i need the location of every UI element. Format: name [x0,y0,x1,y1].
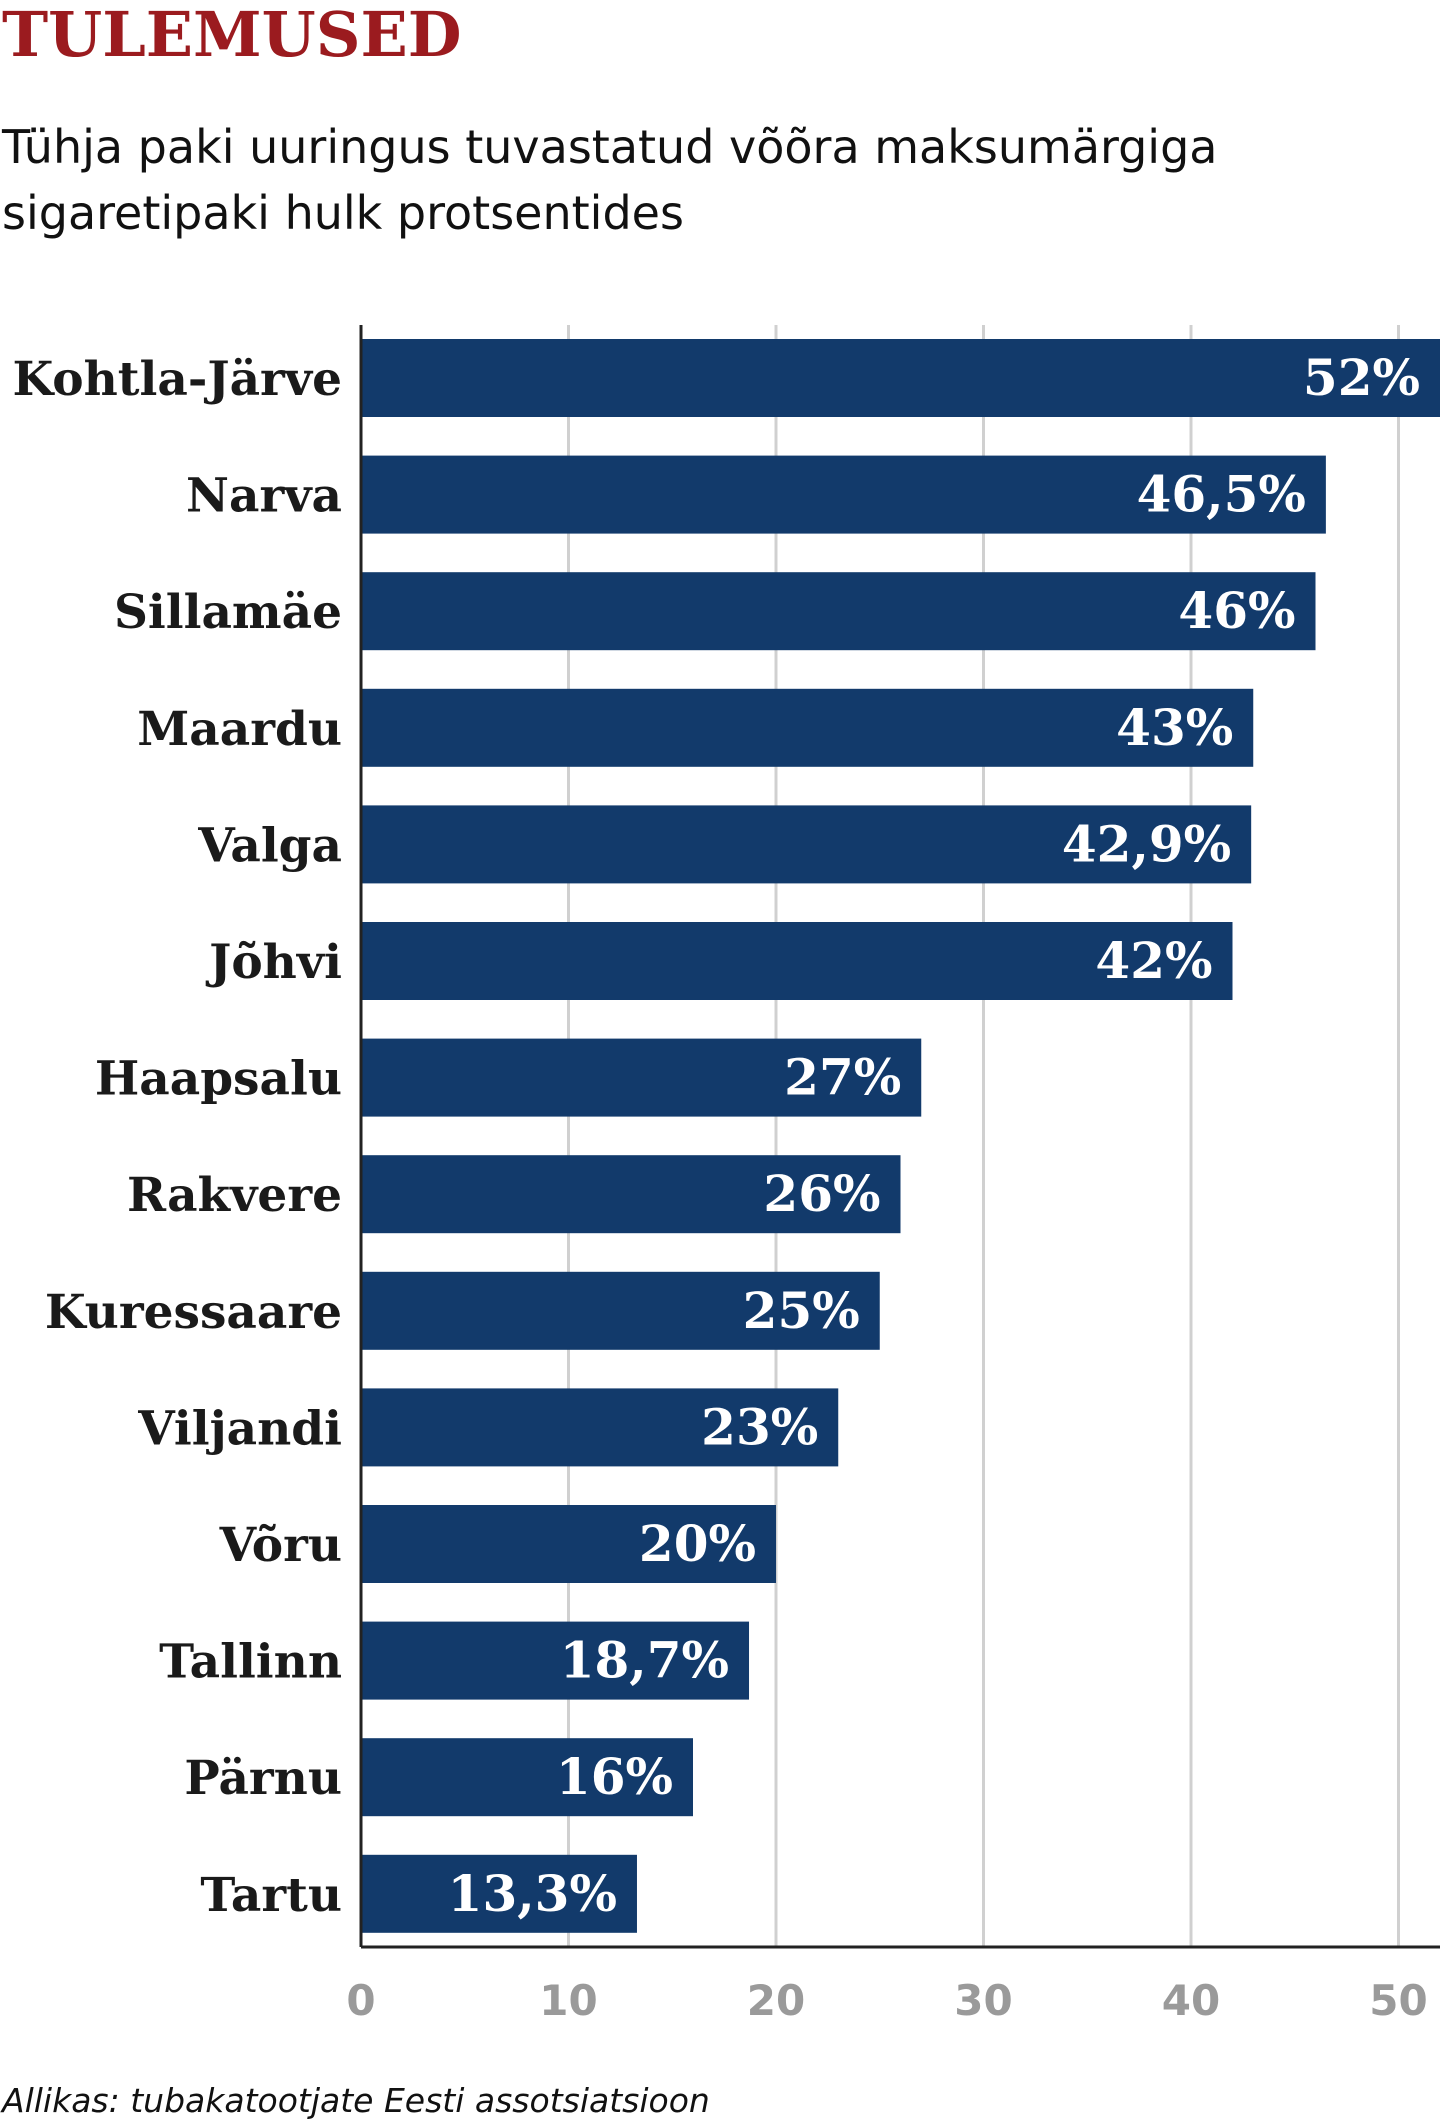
category-label: Tallinn [159,1635,342,1690]
value-label: 46,5% [1137,465,1306,524]
bar [361,1271,880,1350]
bar [361,572,1316,651]
x-tick-label: 30 [954,1976,1012,2025]
bar [361,1738,693,1817]
x-tick-label: 50 [1369,1976,1427,2025]
bar [361,1155,901,1234]
category-label: Pärnu [184,1751,342,1806]
value-label: 26% [763,1164,880,1223]
x-tick-label: 10 [539,1976,597,2025]
category-label: Haapsalu [95,1052,342,1107]
value-label: 25% [743,1281,860,1340]
bar [361,1038,922,1117]
bar [361,922,1233,1000]
bar [361,339,1440,417]
value-label: 18,7% [560,1631,729,1690]
category-label: Rakvere [127,1168,342,1223]
x-tick-label: 0 [346,1976,375,2025]
value-label: 23% [701,1397,818,1456]
chart-subtitle-line-2: sigaretipaki hulk protsentides [2,186,684,240]
x-tick-label: 40 [1162,1976,1220,2025]
value-label: 13,3% [448,1864,617,1923]
value-labels: 52% 46,5% 46% 43% 42,9% 42% 27% 26% 25% 23% 20% 18,… [448,348,1420,1923]
value-label: 27% [784,1048,901,1107]
category-label: Sillamäe [114,585,342,640]
chart-subtitle-line-1: Tühja paki uuringus tuvastatud võõra mak… [1,120,1217,174]
category-label: Valga [197,818,342,873]
bar [361,805,1252,884]
bar [361,1388,839,1467]
chart-heading: TULEMUSED [2,0,462,71]
value-label: 46% [1178,581,1295,640]
category-label: Võru [219,1518,342,1573]
gridlines [567,325,1400,1947]
bar [361,1621,750,1700]
bar [361,688,1254,767]
bar [361,1505,776,1583]
value-label: 20% [639,1514,756,1573]
value-label: 42% [1095,931,1212,990]
category-label: Kuressaare [45,1285,342,1340]
bars [361,339,1440,1933]
category-label: Jõhvi [205,935,342,990]
x-axis-ticks: 0 10 20 30 40 50 [346,1976,1427,2025]
source-note: Allikas: tubakatootjate Eesti assotsiats… [0,2081,710,2120]
category-labels: Kohtla-Järve Narva Sillamäe Maardu Valga Jõhv… [12,352,342,1923]
x-tick-label: 20 [747,1976,805,2025]
category-label: Kohtla-Järve [12,352,342,407]
category-label: Viljandi [137,1401,342,1456]
bar [361,455,1326,534]
value-label: 42,9% [1062,814,1231,873]
category-label: Narva [186,469,342,524]
value-label: 16% [556,1747,673,1806]
bar [361,1854,637,1933]
category-label: Maardu [137,702,342,757]
value-label: 43% [1116,698,1233,757]
value-label: 52% [1303,348,1420,407]
category-label: Tartu [200,1868,342,1923]
